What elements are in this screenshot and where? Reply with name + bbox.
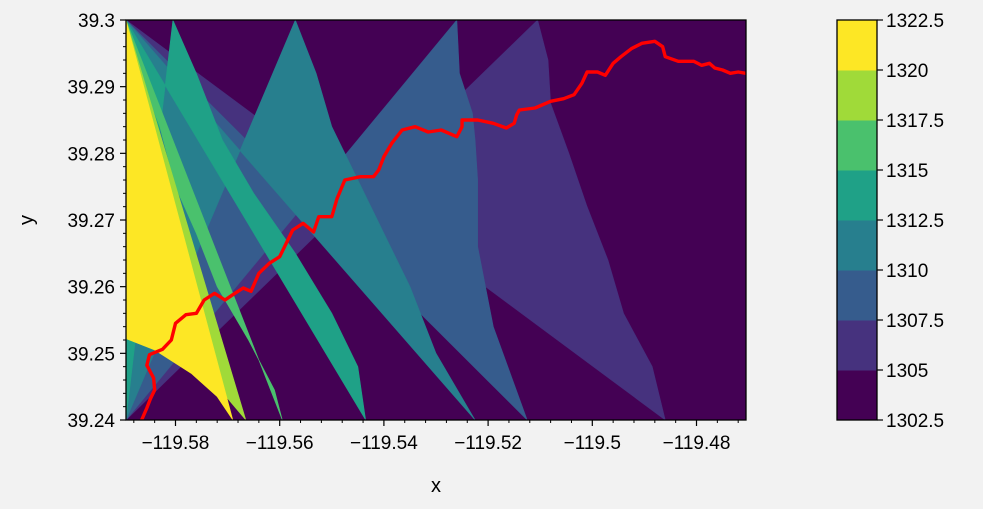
y-tick-label: 39.27: [67, 211, 115, 232]
colorbar-tick-label: 1312.5: [886, 211, 944, 232]
x-tick-label: −119.54: [350, 433, 418, 454]
x-axis-ticks: −119.58 −119.56 −119.54 −119.52 −119.5 −119.4…: [133, 420, 739, 454]
colorbar: 1302.5 1305 1307.5 1310 1312.5 1315 1317.5 1320…: [836, 11, 944, 432]
colorbar-segment: [837, 170, 877, 221]
x-axis-label: x: [431, 475, 441, 497]
line-series-0: [139, 39, 746, 420]
contour-band-1312.5: [126, 20, 366, 420]
y-tick-label: 39.3: [78, 11, 115, 32]
x-tick-label: −119.58: [142, 433, 210, 454]
x-tick-label: −119.48: [663, 433, 731, 454]
contour-band-1320: [126, 20, 234, 420]
colorbar-tick-label: 1310: [886, 261, 928, 282]
colorbar-tick-label: 1307.5: [886, 311, 944, 332]
y-tick-label: 39.26: [67, 278, 115, 299]
y-axis-ticks: 39.24 39.25 39.26 39.27 39.28 39.29 39.3: [67, 11, 126, 432]
colorbar-segment: [837, 270, 877, 321]
colorbar-segment: [837, 220, 877, 271]
y-tick-label: 39.28: [67, 144, 115, 165]
colorbar-segment: [837, 320, 877, 371]
x-tick-label: −119.52: [454, 433, 522, 454]
colorbar-tick-label: 1322.5: [886, 11, 944, 32]
colorbar-tick-label: 1320: [886, 61, 928, 82]
colorbar-tick-label: 1315: [886, 161, 928, 182]
colorbar-tick-label: 1317.5: [886, 111, 944, 132]
colorbar-tick-label: 1302.5: [886, 411, 944, 432]
y-tick-label: 39.24: [67, 411, 115, 432]
colorbar-tick-label: 1305: [886, 361, 928, 382]
colorbar-segment: [837, 370, 877, 421]
x-tick-label: −119.5: [564, 433, 621, 454]
contour-fill-layer: [126, 20, 746, 420]
colorbar-segment: [837, 20, 877, 71]
colorbar-segment: [837, 120, 877, 171]
colorbar-segment: [837, 70, 877, 121]
y-tick-label: 39.25: [67, 344, 115, 365]
y-axis-label: y: [16, 215, 38, 225]
x-tick-label: −119.56: [246, 433, 314, 454]
river-line-layer: [139, 39, 746, 420]
y-tick-label: 39.29: [67, 78, 115, 99]
